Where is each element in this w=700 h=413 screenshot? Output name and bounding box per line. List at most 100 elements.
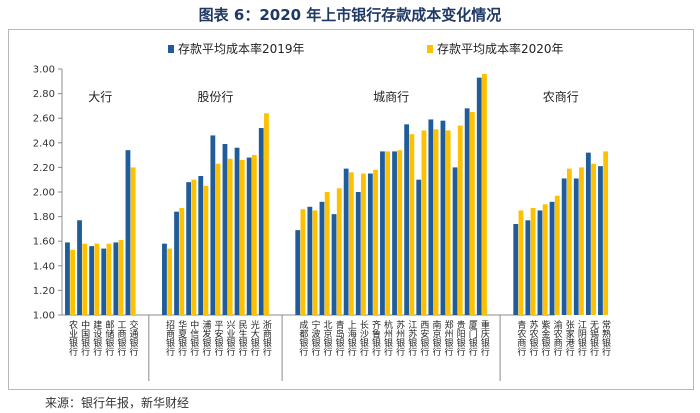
y-tick-label: 2.60 xyxy=(33,114,55,125)
x-tick-label: 民生银行 xyxy=(237,320,248,357)
x-tick-label: 渝农商行 xyxy=(552,319,563,357)
x-tick-label: 交通银行 xyxy=(128,319,139,357)
bar-2020 xyxy=(179,207,185,315)
x-tick-label: 工商银行 xyxy=(115,320,126,357)
x-tick-label: 杭州银行 xyxy=(382,319,393,357)
x-tick-label: 宁波银行 xyxy=(309,319,320,357)
bar-2019 xyxy=(77,220,82,315)
bar-2020 xyxy=(118,239,124,315)
x-tick-label: 无锡银行 xyxy=(588,320,599,357)
bar-2019 xyxy=(65,242,70,315)
x-tick-label: 西安银行 xyxy=(418,320,429,357)
bar-2019 xyxy=(573,178,579,315)
bar-2019 xyxy=(416,179,422,315)
y-tick-label: 1.00 xyxy=(33,311,55,322)
x-tick-label: 江阴银行 xyxy=(576,320,587,357)
x-tick-label: 贵阳银行 xyxy=(455,319,466,357)
bar-2020 xyxy=(239,160,245,315)
bar-2020 xyxy=(554,195,560,315)
legend-label: 存款平均成本率2019年 xyxy=(178,41,305,56)
bar-2019 xyxy=(464,108,470,315)
bar-2020 xyxy=(409,134,415,315)
bar-2020 xyxy=(215,163,221,315)
bar-2020 xyxy=(373,169,378,315)
bar-2020 xyxy=(457,125,463,315)
source-note: 来源：银行年报，新华财经 xyxy=(45,396,190,410)
x-tick-label: 中国银行 xyxy=(79,319,90,357)
bar-2019 xyxy=(319,201,325,315)
bar-2020 xyxy=(251,155,257,315)
bar-2020 xyxy=(469,112,475,315)
bar-2019 xyxy=(513,223,519,315)
y-tick-label: 2.80 xyxy=(33,89,55,100)
bar-2020 xyxy=(385,151,391,315)
bar-2020 xyxy=(264,113,269,315)
bar-2020 xyxy=(203,185,209,315)
bar-2020 xyxy=(566,168,572,315)
bar-2020 xyxy=(530,207,536,315)
y-tick-label: 1.60 xyxy=(33,237,55,248)
x-tick-label: 招商银行 xyxy=(164,319,175,357)
bar-2019 xyxy=(162,243,167,315)
bar-2020 xyxy=(518,210,524,315)
x-tick-label: 光大银行 xyxy=(249,319,260,357)
y-tick-label: 1.40 xyxy=(33,261,55,272)
bar-2020 xyxy=(324,192,330,315)
bar-2020 xyxy=(579,167,584,315)
bar-2019 xyxy=(440,120,446,315)
x-tick-label: 青岛银行 xyxy=(334,319,345,357)
x-tick-label: 农业银行 xyxy=(67,319,78,357)
x-tick-label: 成都银行 xyxy=(297,319,308,357)
bar-2019 xyxy=(234,147,240,315)
legend-label: 存款平均成本率2020年 xyxy=(437,41,564,56)
y-tick-label: 2.00 xyxy=(33,188,55,199)
bar-2020 xyxy=(82,243,88,315)
x-tick-label: 重庆银行 xyxy=(479,319,490,357)
x-tick-label: 苏州银行 xyxy=(394,319,405,357)
bar-2019 xyxy=(537,210,543,315)
bar-2020 xyxy=(300,209,306,315)
bar-2019 xyxy=(561,178,567,315)
x-tick-label: 苏农银行 xyxy=(527,319,538,357)
bar-2019 xyxy=(585,152,591,315)
bar-2019 xyxy=(380,151,385,315)
bar-2020 xyxy=(130,167,136,315)
bar-2019 xyxy=(125,150,131,315)
bar-2019 xyxy=(525,220,531,315)
x-tick-label: 华夏银行 xyxy=(176,319,187,357)
x-tick-label: 长沙银行 xyxy=(358,319,369,357)
bar-2019 xyxy=(428,119,434,316)
bar-2020 xyxy=(167,248,173,315)
x-tick-label: 郑州银行 xyxy=(443,319,454,357)
x-tick-label: 北京银行 xyxy=(322,320,333,357)
bar-2019 xyxy=(392,151,397,315)
y-tick-label: 2.40 xyxy=(33,138,55,149)
group-label: 城商行 xyxy=(373,89,409,104)
bar-2019 xyxy=(113,242,119,315)
x-tick-label: 江苏银行 xyxy=(406,320,417,357)
group-label: 大行 xyxy=(88,90,112,104)
x-tick-label: 兴业银行 xyxy=(225,320,236,357)
x-tick-label: 上海银行 xyxy=(346,320,357,357)
bar-2020 xyxy=(361,173,366,315)
bar-2019 xyxy=(89,246,95,315)
bar-2019 xyxy=(186,182,192,315)
chart-frame xyxy=(8,29,694,390)
x-tick-label: 青农商行 xyxy=(515,319,526,357)
x-tick-label: 浙商银行 xyxy=(261,319,272,357)
chart-title: 图表 6：2020 年上市银行存款成本变化情况 xyxy=(198,6,502,24)
x-tick-label: 张家港行 xyxy=(564,320,575,357)
bar-2020 xyxy=(348,172,354,315)
bar-2020 xyxy=(70,249,76,315)
x-tick-label: 常熟银行 xyxy=(600,319,611,357)
group-label: 农商行 xyxy=(543,89,579,104)
bar-2020 xyxy=(94,243,100,315)
legend-swatch xyxy=(168,45,174,53)
bar-2019 xyxy=(367,173,373,315)
x-tick-label: 南京银行 xyxy=(430,319,441,357)
bar-2019 xyxy=(598,166,603,315)
bar-2019 xyxy=(246,157,252,315)
y-tick-label: 1.80 xyxy=(33,212,55,223)
x-tick-label: 建设银行 xyxy=(91,319,102,357)
